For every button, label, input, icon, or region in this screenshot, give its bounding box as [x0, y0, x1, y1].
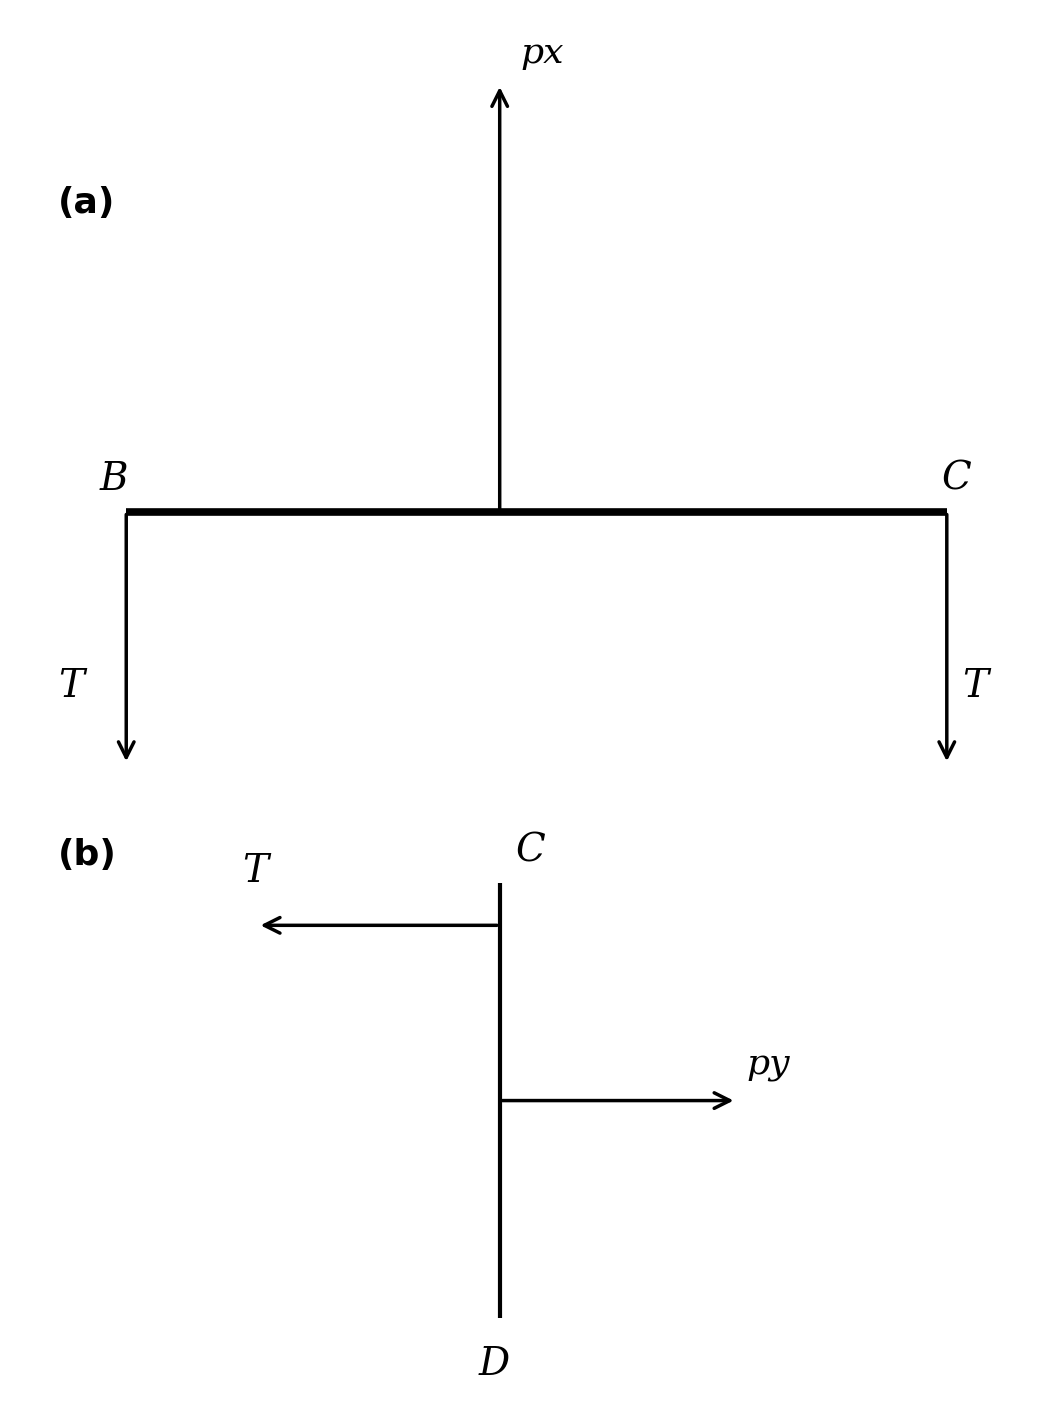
Text: (b): (b) — [58, 838, 117, 872]
Text: B: B — [100, 461, 128, 498]
Text: C: C — [515, 833, 545, 869]
Text: T: T — [58, 669, 84, 705]
Text: C: C — [942, 461, 971, 498]
Text: (a): (a) — [58, 186, 116, 220]
Text: px: px — [521, 36, 564, 70]
Text: T: T — [963, 669, 989, 705]
Text: T: T — [242, 854, 268, 890]
Text: py: py — [747, 1049, 790, 1082]
Text: D: D — [479, 1346, 510, 1382]
